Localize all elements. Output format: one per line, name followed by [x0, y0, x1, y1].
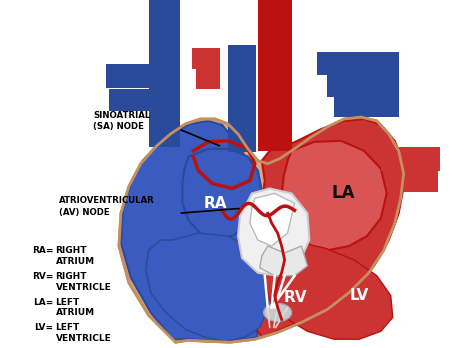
Text: RV=: RV= [32, 272, 53, 281]
Text: LV: LV [350, 288, 368, 303]
Bar [317, 52, 399, 76]
Bar [149, 0, 181, 147]
Bar [193, 48, 220, 70]
Text: RIGHT
VENTRICLE: RIGHT VENTRICLE [55, 272, 111, 292]
Bar [258, 0, 291, 151]
Bar [109, 89, 151, 111]
Polygon shape [281, 141, 387, 250]
Polygon shape [121, 121, 258, 341]
Text: RA=: RA= [32, 246, 53, 255]
Text: SINOATRIAL
(SA) NODE: SINOATRIAL (SA) NODE [93, 111, 150, 132]
Text: LEFT
VENTRICLE: LEFT VENTRICLE [55, 323, 111, 343]
Polygon shape [183, 149, 262, 238]
Bar [387, 171, 438, 192]
Bar [327, 76, 399, 97]
Text: ATRIOVENTRICULAR
(AV) NODE: ATRIOVENTRICULAR (AV) NODE [60, 196, 155, 217]
Text: RIGHT
ATRIUM: RIGHT ATRIUM [55, 246, 95, 266]
Polygon shape [265, 242, 393, 339]
Text: LEFT
ATRIUM: LEFT ATRIUM [55, 298, 95, 317]
Bar [228, 45, 256, 152]
Polygon shape [250, 193, 295, 246]
Text: LV=: LV= [35, 323, 53, 332]
Text: RA: RA [203, 196, 227, 211]
Bar [106, 64, 154, 88]
Polygon shape [146, 233, 270, 341]
Bar [334, 97, 399, 117]
Polygon shape [119, 117, 403, 342]
Text: LA: LA [332, 184, 355, 203]
Bar [196, 70, 220, 89]
Polygon shape [238, 189, 309, 276]
Polygon shape [244, 119, 403, 337]
Ellipse shape [264, 303, 291, 322]
Text: RV: RV [284, 290, 307, 305]
Bar [381, 147, 440, 171]
Polygon shape [260, 246, 307, 276]
Text: LA=: LA= [33, 298, 53, 307]
